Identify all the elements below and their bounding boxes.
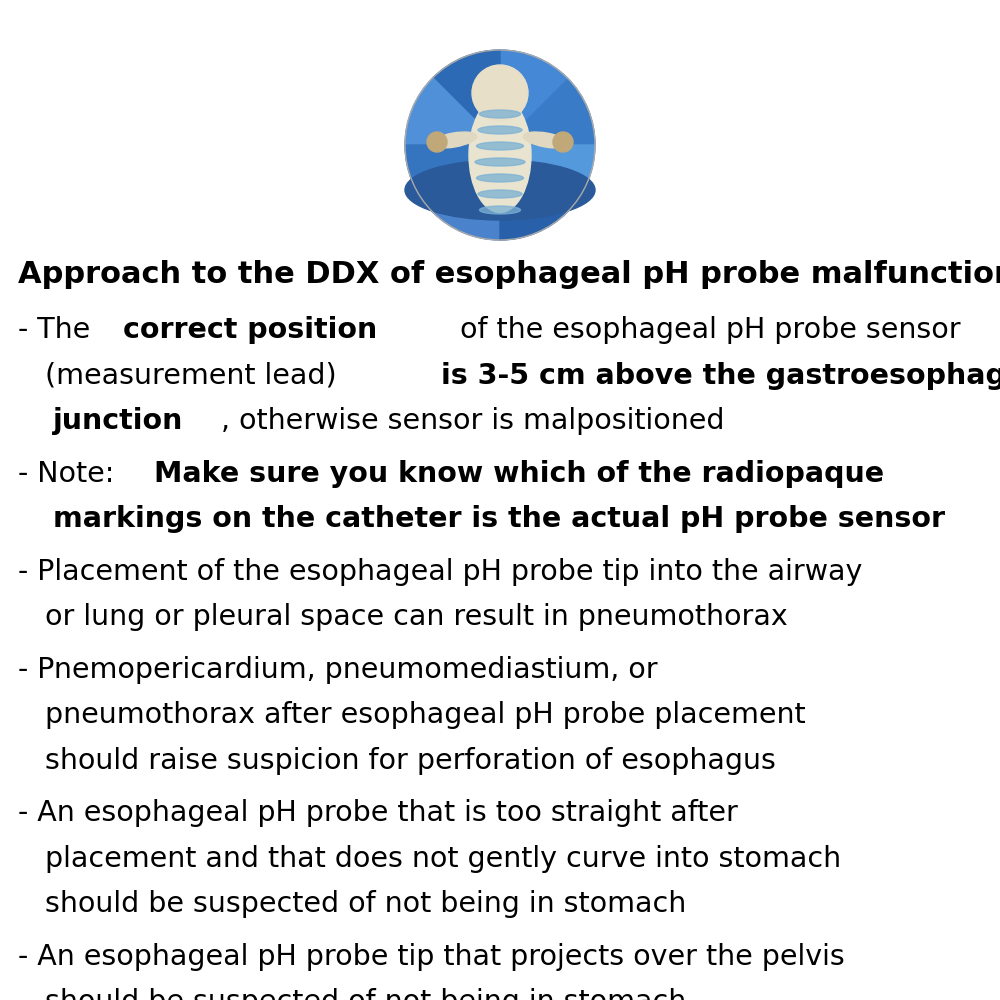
Text: - Note:: - Note: bbox=[18, 460, 123, 488]
Wedge shape bbox=[500, 145, 595, 212]
Ellipse shape bbox=[478, 190, 522, 198]
Text: - An esophageal pH probe tip that projects over the pelvis: - An esophageal pH probe tip that projec… bbox=[18, 943, 845, 971]
Text: correct position: correct position bbox=[123, 316, 377, 344]
Text: Approach to the DDX of esophageal pH probe malfunction:: Approach to the DDX of esophageal pH pro… bbox=[18, 260, 1000, 289]
Text: Make sure you know which of the radiopaque: Make sure you know which of the radiopaq… bbox=[154, 460, 884, 488]
Text: placement and that does not gently curve into stomach: placement and that does not gently curve… bbox=[18, 845, 841, 873]
Circle shape bbox=[472, 65, 528, 121]
Wedge shape bbox=[405, 78, 500, 145]
Text: (measurement lead): (measurement lead) bbox=[18, 362, 346, 390]
Wedge shape bbox=[500, 50, 567, 145]
Ellipse shape bbox=[477, 142, 524, 150]
Ellipse shape bbox=[523, 132, 569, 148]
Text: - The: - The bbox=[18, 316, 99, 344]
Ellipse shape bbox=[469, 98, 531, 213]
Text: markings on the catheter is the actual pH probe sensor: markings on the catheter is the actual p… bbox=[53, 505, 945, 533]
Ellipse shape bbox=[477, 174, 524, 182]
Text: or lung or pleural space can result in pneumothorax: or lung or pleural space can result in p… bbox=[18, 603, 788, 631]
Wedge shape bbox=[433, 50, 500, 145]
Wedge shape bbox=[500, 78, 595, 145]
Text: is 3-5 cm above the gastroesophageal: is 3-5 cm above the gastroesophageal bbox=[441, 362, 1000, 390]
Circle shape bbox=[427, 132, 447, 152]
Text: should be suspected of not being in stomach: should be suspected of not being in stom… bbox=[18, 988, 686, 1000]
Text: , otherwise sensor is malpositioned: , otherwise sensor is malpositioned bbox=[221, 407, 725, 435]
Text: should raise suspicion for perforation of esophagus: should raise suspicion for perforation o… bbox=[18, 747, 776, 775]
Text: of the esophageal pH probe sensor: of the esophageal pH probe sensor bbox=[451, 316, 961, 344]
Text: should be suspected of not being in stomach: should be suspected of not being in stom… bbox=[18, 890, 686, 918]
Wedge shape bbox=[405, 145, 500, 212]
Text: pneumothorax after esophageal pH probe placement: pneumothorax after esophageal pH probe p… bbox=[18, 701, 806, 729]
Circle shape bbox=[553, 132, 573, 152]
Ellipse shape bbox=[431, 132, 477, 148]
Wedge shape bbox=[433, 145, 500, 240]
Text: junction: junction bbox=[53, 407, 183, 435]
Ellipse shape bbox=[405, 160, 595, 220]
Ellipse shape bbox=[480, 206, 520, 214]
Ellipse shape bbox=[478, 126, 522, 134]
Text: - Placement of the esophageal pH probe tip into the airway: - Placement of the esophageal pH probe t… bbox=[18, 558, 862, 586]
Text: - An esophageal pH probe that is too straight after: - An esophageal pH probe that is too str… bbox=[18, 799, 738, 827]
Ellipse shape bbox=[475, 158, 525, 166]
Text: - Pnemopericardium, pneumomediastium, or: - Pnemopericardium, pneumomediastium, or bbox=[18, 656, 658, 684]
Wedge shape bbox=[500, 145, 567, 240]
Ellipse shape bbox=[480, 110, 520, 118]
